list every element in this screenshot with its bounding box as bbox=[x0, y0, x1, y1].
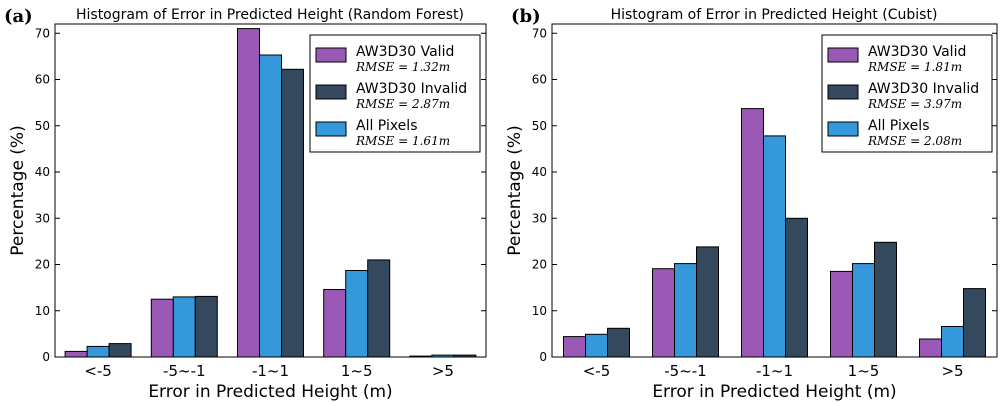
bar-invalid-4 bbox=[963, 288, 986, 358]
legend-entry-name: AW3D30 Valid bbox=[356, 44, 454, 60]
bar-all-1 bbox=[172, 296, 196, 358]
legend-entry-rmse: RMSE = 3.97m bbox=[867, 97, 962, 111]
x-tick-label: -5~-1 bbox=[664, 362, 706, 380]
bar-valid-2 bbox=[741, 108, 764, 358]
y-tick-label: 20 bbox=[35, 258, 50, 272]
bar-valid-4 bbox=[919, 338, 942, 358]
x-tick-label: >5 bbox=[432, 362, 454, 380]
y-tick-label: 70 bbox=[532, 26, 547, 40]
legend-swatch-all bbox=[827, 121, 859, 137]
y-tick-label: 60 bbox=[35, 73, 50, 87]
legend-swatch-all bbox=[315, 121, 347, 137]
bar-invalid-0 bbox=[108, 343, 132, 358]
bar-invalid-3 bbox=[874, 241, 897, 358]
y-tick-label: 40 bbox=[35, 165, 50, 179]
y-tick-label: 30 bbox=[532, 211, 547, 225]
y-tick-label: 50 bbox=[532, 119, 547, 133]
bar-all-0 bbox=[86, 345, 110, 358]
x-axis-label: Error in Predicted Height (m) bbox=[148, 382, 392, 402]
chart-title: Histogram of Error in Predicted Height (… bbox=[76, 7, 464, 23]
x-tick-label: -5~-1 bbox=[163, 362, 205, 380]
legend-entry-name: AW3D30 Invalid bbox=[356, 81, 467, 97]
y-axis-label: Percentage (%) bbox=[8, 125, 28, 255]
bar-invalid-0 bbox=[607, 327, 630, 358]
bar-valid-1 bbox=[652, 268, 675, 358]
bar-all-3 bbox=[852, 263, 875, 358]
bar-valid-3 bbox=[323, 289, 347, 358]
bar-invalid-1 bbox=[194, 295, 218, 358]
bar-valid-0 bbox=[64, 350, 88, 358]
y-tick-label: 60 bbox=[532, 73, 547, 87]
bar-all-4 bbox=[941, 326, 964, 358]
bar-all-2 bbox=[259, 54, 282, 358]
y-tick-label: 0 bbox=[539, 350, 547, 364]
bar-valid-0 bbox=[563, 336, 586, 358]
bar-all-0 bbox=[585, 333, 608, 358]
y-tick-label: 30 bbox=[35, 211, 50, 225]
bar-valid-2 bbox=[237, 28, 260, 358]
y-tick-label: 0 bbox=[42, 350, 50, 364]
legend-entry-name: All Pixels bbox=[868, 118, 929, 134]
legend-entry-rmse: RMSE = 1.32m bbox=[355, 60, 450, 74]
bar-invalid-1 bbox=[696, 246, 719, 358]
legend-entry-rmse: RMSE = 2.87m bbox=[355, 97, 450, 111]
y-tick-label: 50 bbox=[35, 119, 50, 133]
legend-swatch-valid bbox=[827, 47, 859, 63]
legend-swatch-valid bbox=[315, 47, 347, 63]
legend-entry-rmse: RMSE = 2.08m bbox=[867, 134, 962, 148]
legend-entry-name: AW3D30 Invalid bbox=[868, 81, 979, 97]
legend-entry-rmse: RMSE = 1.61m bbox=[355, 134, 450, 148]
bar-valid-1 bbox=[150, 298, 174, 358]
bar-invalid-3 bbox=[367, 259, 391, 358]
plot-frame bbox=[551, 23, 998, 358]
chart-panel-0: (a) Histogram of Error in Predicted Heigh… bbox=[4, 6, 487, 402]
bar-valid-3 bbox=[830, 270, 853, 358]
legend-entry-name: AW3D30 Valid bbox=[868, 44, 966, 60]
y-tick-label: 20 bbox=[532, 258, 547, 272]
y-tick-label: 10 bbox=[35, 304, 50, 318]
bar-all-2 bbox=[763, 135, 786, 358]
y-axis-label: Percentage (%) bbox=[505, 125, 525, 255]
legend-swatch-invalid bbox=[315, 84, 347, 100]
bar-all-3 bbox=[345, 270, 369, 358]
y-tick-label: 40 bbox=[532, 165, 547, 179]
y-tick-label: 10 bbox=[532, 304, 547, 318]
plot-frame bbox=[54, 23, 487, 358]
x-tick-label: -1~1 bbox=[756, 362, 793, 380]
x-tick-label: <-5 bbox=[583, 362, 611, 380]
panel-label: (b) bbox=[511, 6, 541, 27]
x-tick-label: >5 bbox=[941, 362, 963, 380]
legend-swatch-invalid bbox=[827, 84, 859, 100]
bar-all-1 bbox=[674, 263, 697, 358]
x-tick-label: 1~5 bbox=[341, 362, 373, 380]
chart-panel-1: (b) Histogram of Error in Predicted Heigh… bbox=[505, 6, 998, 402]
legend-entry-name: All Pixels bbox=[356, 118, 417, 134]
x-axis-label: Error in Predicted Height (m) bbox=[652, 382, 896, 402]
x-tick-label: <-5 bbox=[84, 362, 112, 380]
x-tick-label: 1~5 bbox=[848, 362, 880, 380]
bar-invalid-2 bbox=[281, 68, 304, 358]
x-tick-label: -1~1 bbox=[252, 362, 289, 380]
bar-invalid-2 bbox=[785, 217, 808, 358]
y-tick-label: 70 bbox=[35, 26, 50, 40]
legend-entry-rmse: RMSE = 1.81m bbox=[867, 60, 962, 74]
panel-label: (a) bbox=[4, 6, 33, 27]
chart-title: Histogram of Error in Predicted Height (… bbox=[611, 7, 938, 23]
